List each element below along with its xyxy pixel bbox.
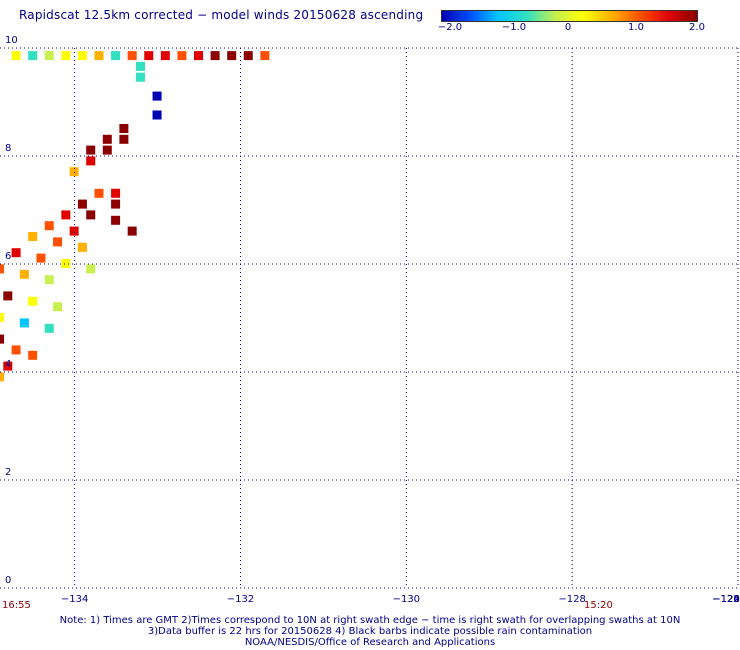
wind-difference-cell [152, 110, 162, 120]
wind-difference-cell [0, 313, 4, 322]
chart-title: Rapidscat 12.5km corrected − model winds… [19, 8, 424, 22]
wind-difference-cell [44, 275, 54, 285]
latitude-axis: 0 2 4 6 8 10 [5, 35, 18, 586]
wind-difference-cell [11, 345, 21, 355]
wind-difference-cell [210, 51, 220, 61]
wind-difference-cell [102, 134, 112, 144]
wind-difference-cell [119, 124, 129, 133]
wind-difference-cell [152, 91, 162, 101]
wind-difference-cell [135, 72, 145, 82]
wind-difference-cell [69, 167, 79, 177]
wind-difference-cell [3, 361, 13, 371]
longitude-tick-label: −124 [712, 594, 739, 605]
longitude-tick-label: −130 [393, 594, 420, 605]
wind-difference-cell [61, 210, 71, 220]
wind-difference-cell [86, 156, 96, 166]
footnote-line: 3)Data buffer is 22 hrs for 20150628 4) … [147, 626, 593, 637]
longitude-tick-label: −128 [558, 594, 585, 605]
wind-difference-cell [260, 51, 270, 61]
wind-difference-cell [61, 51, 71, 61]
latitude-tick-label: 0 [5, 575, 11, 586]
wind-difference-cell [111, 51, 121, 61]
color-scale-bar [441, 10, 698, 22]
longitude-tick-label: −126 [712, 594, 739, 605]
wind-difference-cell [86, 210, 96, 220]
wind-difference-cell [111, 199, 121, 209]
wind-difference-cell [127, 226, 137, 236]
wind-difference-cell [127, 51, 137, 61]
wind-difference-cell [28, 232, 38, 241]
wind-difference-cells [0, 51, 270, 382]
wind-difference-cell [94, 51, 104, 61]
wind-difference-cell [11, 51, 21, 61]
wind-difference-cell [0, 264, 4, 274]
wind-difference-cell [44, 51, 54, 61]
wind-difference-cell [77, 51, 87, 61]
latitude-tick-label: 6 [5, 251, 11, 262]
latitude-tick-label: 10 [5, 35, 18, 46]
wind-difference-cell [194, 51, 204, 61]
wind-difference-cell [28, 51, 38, 61]
colorbar-tick-label: −1.0 [501, 22, 527, 33]
wind-difference-cell [77, 199, 87, 209]
wind-difference-cell [69, 226, 79, 236]
wind-difference-cell [44, 323, 54, 333]
latitude-tick-label: 8 [5, 143, 11, 154]
wind-difference-cell [227, 51, 237, 61]
wind-difference-cell [19, 318, 29, 328]
wind-difference-cell [177, 51, 187, 61]
wind-difference-cell [160, 51, 170, 61]
wind-difference-cell [53, 302, 63, 312]
colorbar-tick-label: −2.0 [437, 22, 463, 33]
right-swath-time: 15:20 [584, 600, 613, 611]
footnote-line: Note: 1) Times are GMT 2)Times correspon… [59, 615, 681, 626]
wind-difference-cell [135, 61, 145, 71]
wind-difference-cell [86, 264, 96, 274]
wind-difference-cell [53, 237, 63, 247]
wind-difference-cell [28, 350, 38, 360]
wind-difference-cell [44, 221, 54, 231]
latitude-tick-label: 4 [5, 359, 11, 370]
footnote-line: NOAA/NESDIS/Office of Research and Appli… [244, 637, 496, 648]
wind-difference-cell [28, 296, 38, 306]
wind-difference-cell [243, 51, 253, 61]
footnotes: Note: 1) Times are GMT 2)Times correspon… [0, 615, 740, 648]
latitude-tick-label: 2 [5, 467, 11, 478]
wind-difference-cell [3, 291, 13, 301]
wind-difference-cell [0, 372, 4, 382]
wind-difference-cell [77, 242, 87, 252]
longitude-tick-label: −122 [712, 594, 739, 605]
wind-difference-cell [119, 134, 129, 144]
longitude-tick-label: −134 [61, 594, 88, 605]
colorbar-tick-label: 2.0 [689, 22, 705, 33]
wind-difference-cell [61, 259, 71, 268]
wind-difference-cell [36, 253, 46, 263]
wind-difference-cell [19, 269, 29, 279]
wind-difference-cell [111, 215, 121, 225]
longitude-tick-label: −120 [712, 594, 739, 605]
colorbar-tick-label: 0 [564, 22, 572, 33]
lat-lon-grid [0, 47, 739, 589]
longitude-axis: −134 −132 −130 −128 −126−124−122−120 [61, 594, 740, 605]
wind-difference-cell [86, 145, 96, 155]
wind-difference-cell [0, 334, 4, 344]
colorbar-tick-label: 1.0 [628, 22, 644, 33]
wind-difference-cell [94, 188, 104, 198]
wind-difference-cell [144, 51, 154, 61]
wind-difference-cell [11, 248, 21, 258]
wind-difference-cell [111, 188, 121, 198]
left-swath-time: 16:55 [2, 600, 31, 611]
longitude-tick-label: −132 [227, 594, 254, 605]
wind-difference-cell [102, 145, 112, 155]
